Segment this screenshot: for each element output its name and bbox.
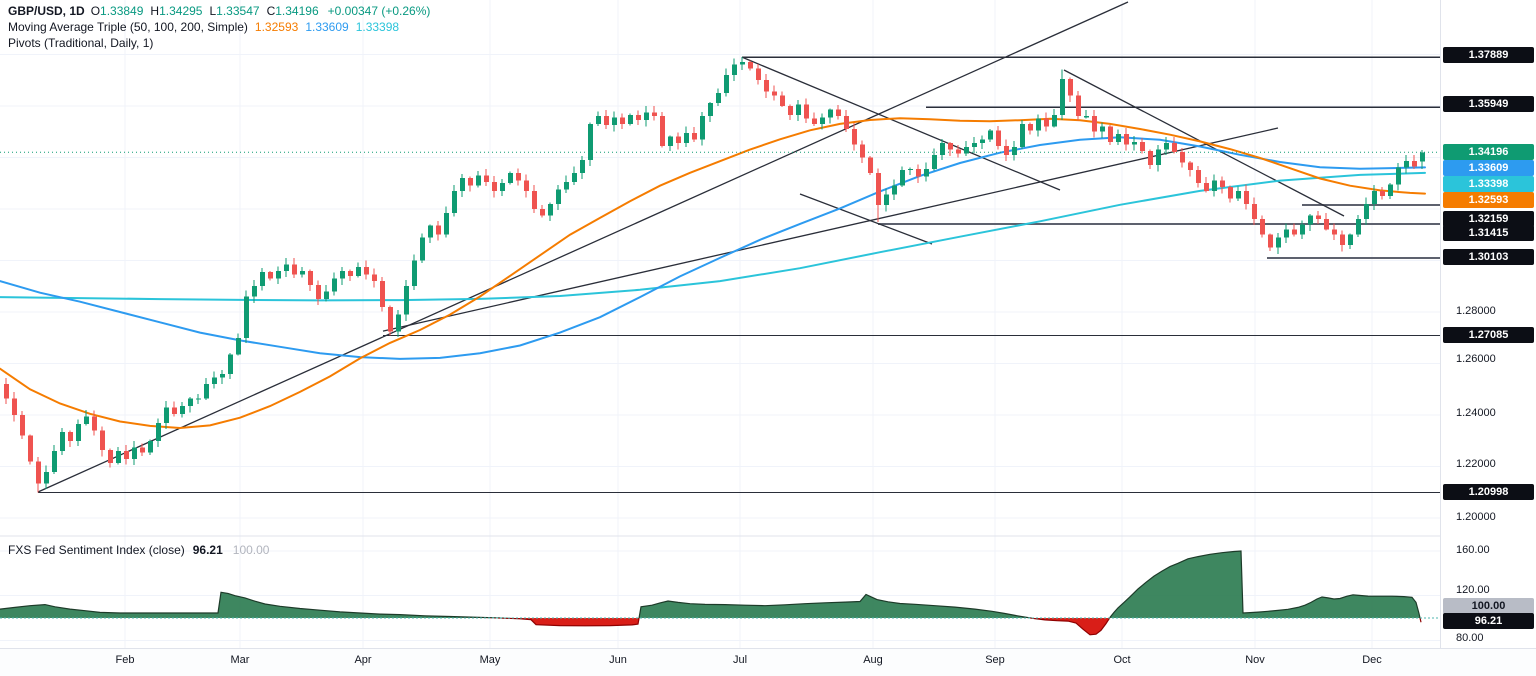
price-badge-1.33609: 1.33609 [1443,160,1534,176]
month-label-sep: Sep [985,654,1005,666]
month-label-jun: Jun [609,654,627,666]
ma-value-0: 1.32593 [254,20,299,34]
ma-indicator-title: Moving Average Triple (50, 100, 200, Sim… [8,20,248,34]
sentiment-legend-row[interactable]: FXS Fed Sentiment Index (close) 96.21 100.… [8,542,269,558]
sentiment-legend: FXS Fed Sentiment Index (close) 96.21 100.… [8,542,269,558]
price-badge-100.00: 100.00 [1443,598,1534,614]
sentiment-series[interactable] [0,550,1440,636]
price-badge-1.37889: 1.37889 [1443,47,1534,63]
price-badge-1.20998: 1.20998 [1443,484,1534,500]
sentiment-value: 96.21 [192,543,223,557]
ohlc-values: O1.33849 H1.34295 L1.33547 C1.34196 [91,4,326,18]
axis-label-80.00: 80.00 [1456,632,1484,644]
axis-label-1.22000: 1.22000 [1456,458,1496,470]
price-badge-1.33398: 1.33398 [1443,176,1534,192]
price-chart-canvas[interactable] [0,0,1440,648]
price-badge-1.31415: 1.31415 [1443,225,1534,241]
price-badge-1.35949: 1.35949 [1443,96,1534,112]
price-badge-1.27085: 1.27085 [1443,327,1534,343]
pivots-indicator-title: Pivots (Traditional, Daily, 1) [8,36,154,50]
axis-label-160.00: 160.00 [1456,544,1490,556]
sma-50-line[interactable] [0,117,1426,430]
ohlc-o: O1.33849 [90,4,144,18]
main-legend: GBP/USD, 1D O1.33849 H1.34295 L1.33547 C1.34… [8,3,430,51]
gridlines [0,0,1440,648]
price-badge-1.32159: 1.32159 [1443,211,1534,227]
month-label-apr: Apr [354,654,372,666]
symbol-legend-row[interactable]: GBP/USD, 1D O1.33849 H1.34295 L1.33547 C1.34… [8,3,430,19]
axis-label-120.00: 120.00 [1456,584,1490,596]
sma-100-line[interactable] [0,136,1426,360]
price-badge-1.32593: 1.32593 [1443,192,1534,208]
price-badge-96.21: 96.21 [1443,613,1534,629]
change-value: +0.00347 (+0.26%) [327,4,431,18]
ohlc-l: L1.33547 [209,4,260,18]
axis-label-1.24000: 1.24000 [1456,407,1496,419]
pivots-legend-row[interactable]: Pivots (Traditional, Daily, 1) [8,35,430,51]
price-badge-1.34196: 1.34196 [1443,144,1534,160]
ma-legend-row[interactable]: Moving Average Triple (50, 100, 200, Sim… [8,19,430,35]
time-axis[interactable]: Feb Mar Apr May Jun Jul Aug Sep Oct Nov Dec [0,648,1536,676]
month-label-feb: Feb [115,654,135,666]
axis-label-1.26000: 1.26000 [1456,353,1496,365]
month-label-aug: Aug [863,654,883,666]
month-label-may: May [479,654,501,666]
sentiment-indicator-title: FXS Fed Sentiment Index (close) [8,543,185,557]
ma-value-2: 1.33398 [355,20,400,34]
ma-value-1: 1.33609 [305,20,349,34]
candles-series[interactable] [4,57,1425,493]
month-label-dec: Dec [1362,654,1382,666]
ma-values: 1.32593 1.33609 1.33398 [255,20,406,34]
month-label-jul: Jul [732,654,748,666]
sentiment-baseline-value: 100.00 [232,543,270,557]
price-scale[interactable]: 1.37889 1.35949 1.34196 1.33609 1.33398 1.325… [1440,0,1536,648]
ohlc-c: C1.34196 [266,4,319,18]
axis-label-1.28000: 1.28000 [1456,305,1496,317]
month-label-oct: Oct [1113,654,1131,666]
month-label-nov: Nov [1245,654,1265,666]
price-badge-1.30103: 1.30103 [1443,249,1534,265]
sma-200-line[interactable] [0,171,1426,302]
ohlc-h: H1.34295 [150,4,203,18]
month-label-mar: Mar [230,654,250,666]
pivot-lines [38,56,1440,494]
axis-label-1.20000: 1.20000 [1456,511,1496,523]
symbol-title: GBP/USD, 1D [8,4,85,18]
